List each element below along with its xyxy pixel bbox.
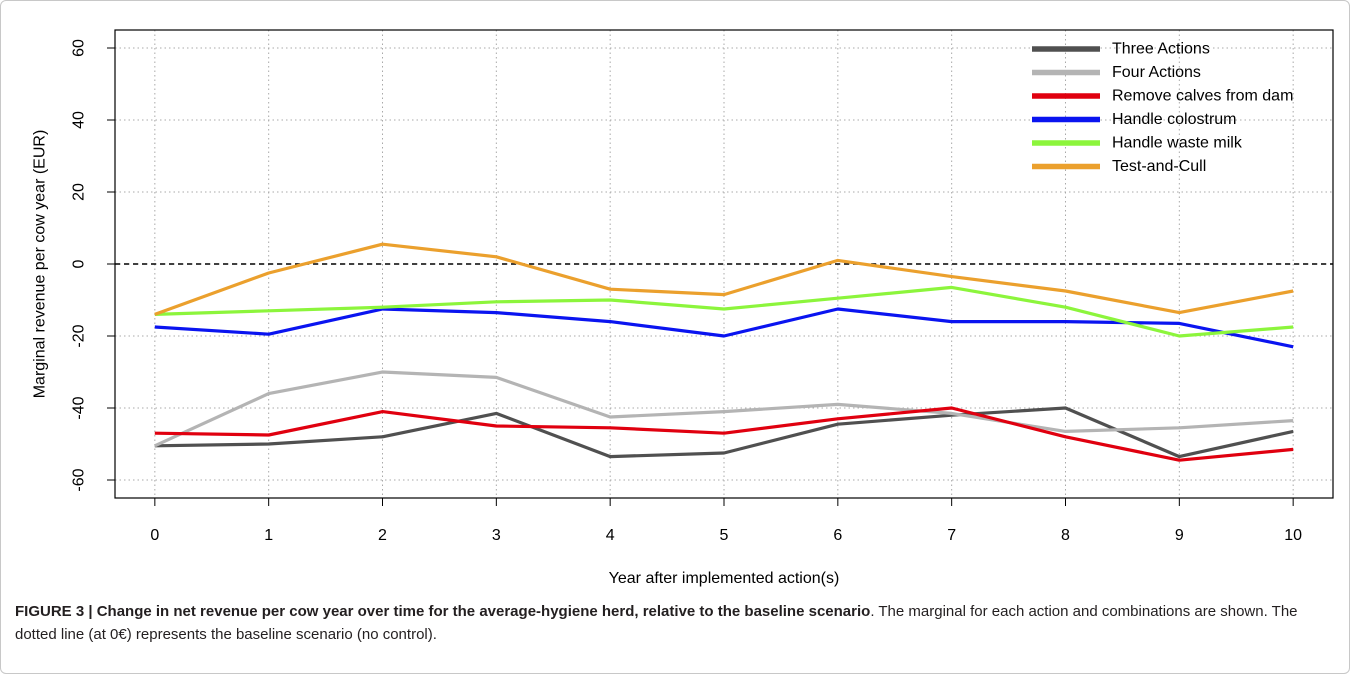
x-axis: 0 1 2 3 4 5 6 7 8 9 10 (150, 498, 1302, 544)
x-tick-label: 0 (150, 527, 159, 544)
y-tick-label: 40 (71, 111, 88, 129)
x-tick-label: 3 (492, 527, 501, 544)
y-tick-label: 20 (71, 183, 88, 201)
series-line-three-actions (154, 406, 1294, 459)
y-axis-label: Marginal revenue per cow year (EUR) (32, 130, 49, 399)
series-line-handle-colostrum (154, 307, 1294, 349)
x-tick-label: 9 (1175, 527, 1184, 544)
y-tick-label: 60 (71, 39, 88, 57)
legend: Three Actions Four Actions Remove calves f… (1032, 41, 1293, 175)
x-tick-label: 4 (606, 527, 615, 544)
legend-label: Three Actions (1112, 41, 1210, 58)
x-tick-label: 2 (378, 527, 387, 544)
x-axis-label: Year after implemented action(s) (609, 570, 840, 587)
y-tick-label: 0 (71, 259, 88, 268)
caption-title: FIGURE 3 | Change in net revenue per cow… (15, 603, 871, 620)
x-tick-label: 6 (833, 527, 842, 544)
legend-label: Handle waste milk (1112, 135, 1243, 152)
x-tick-label: 10 (1284, 527, 1302, 544)
series-line-four-actions (154, 370, 1294, 448)
y-tick-label: -60 (71, 468, 88, 491)
legend-label: Test-and-Cull (1112, 158, 1206, 175)
x-tick-label: 8 (1061, 527, 1070, 544)
caption-text: . The marginal for each action and combi… (15, 603, 1298, 643)
legend-label: Four Actions (1112, 64, 1201, 81)
x-tick-label: 7 (947, 527, 956, 544)
y-tick-label: -20 (71, 324, 88, 347)
x-tick-label: 1 (264, 527, 273, 544)
series-lines (154, 242, 1294, 462)
y-axis: -60 -40 -20 0 20 40 60 (71, 39, 115, 492)
series-line-handle-waste-milk (154, 285, 1294, 338)
y-tick-label: -40 (71, 396, 88, 419)
x-tick-label: 5 (720, 527, 729, 544)
line-chart: 0 1 2 3 4 5 6 7 8 9 10 -60 -40 -20 0 20 40 60 Year after… (32, 29, 1334, 587)
legend-label: Remove calves from dam (1112, 88, 1293, 105)
figure-caption: FIGURE 3 | Change in net revenue per cow… (15, 600, 1335, 646)
legend-label: Handle colostrum (1112, 111, 1237, 128)
series-line-remove-calves-from-dam (154, 406, 1294, 462)
series-line-test-and-cull (154, 242, 1294, 316)
